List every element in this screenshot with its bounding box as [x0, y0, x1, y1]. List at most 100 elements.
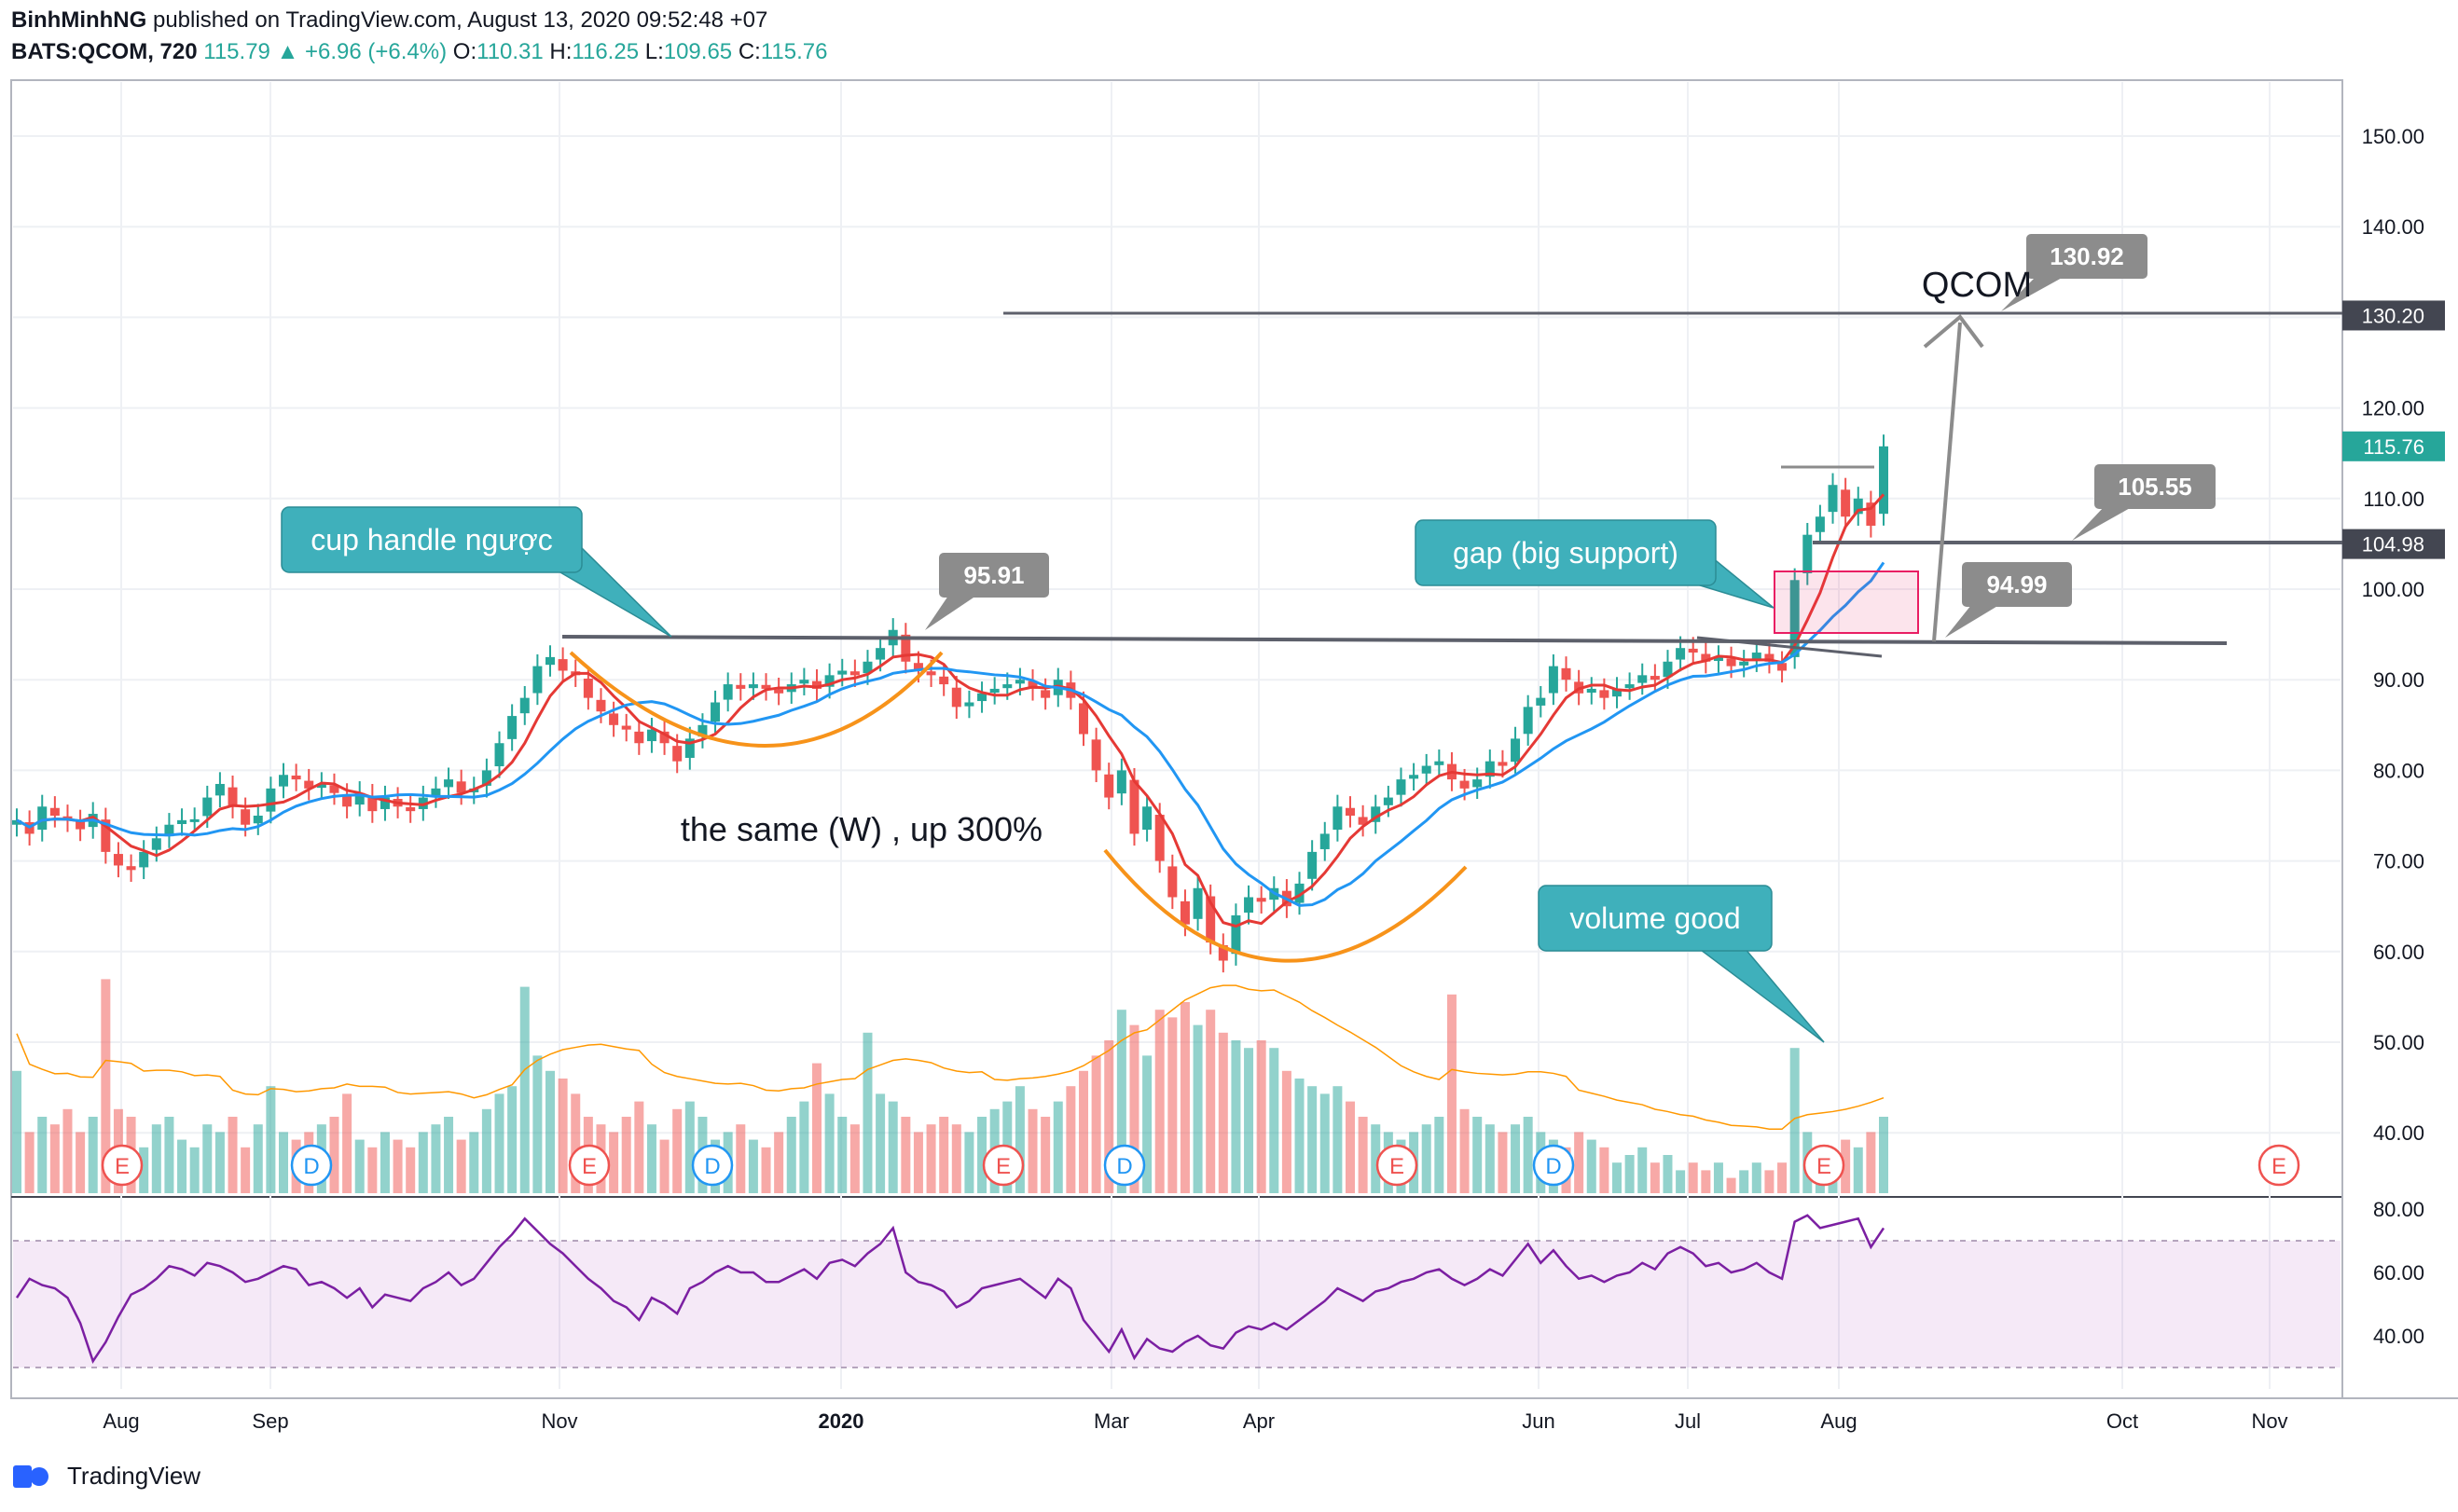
volume-bar	[1764, 1170, 1774, 1193]
candle-body	[139, 851, 149, 868]
time-tick-label: Jun	[1522, 1409, 1554, 1433]
price-tick-label: 110.00	[2363, 488, 2424, 511]
candle-body	[1637, 675, 1648, 683]
volume-bar	[1281, 1070, 1291, 1193]
candle-body	[177, 819, 187, 824]
candle-body	[951, 687, 961, 708]
candle-body	[151, 838, 161, 850]
volume-bar	[49, 1124, 60, 1193]
volume-bar	[1104, 1040, 1114, 1193]
qcom-label: QCOM	[1922, 266, 2032, 305]
candle-body	[596, 699, 606, 712]
candle-body	[1536, 697, 1546, 706]
candle-body	[964, 702, 974, 707]
candle-body	[774, 689, 784, 694]
volume-bar	[1688, 1162, 1698, 1193]
dividend-marker: D	[290, 1144, 333, 1187]
earnings-letter: E	[1816, 1154, 1831, 1179]
volume-bar	[1434, 1117, 1444, 1193]
price-tick-label: 70.00	[2373, 850, 2424, 873]
candle-body	[126, 866, 136, 871]
candle-body	[799, 680, 809, 684]
volume-bar	[494, 1093, 504, 1193]
volume-bar	[1789, 1048, 1800, 1193]
volume-bar	[532, 1055, 543, 1193]
volume-bar	[748, 1139, 758, 1193]
label-130-92-box	[2026, 234, 2147, 279]
candle-body	[1523, 707, 1533, 735]
dividend-marker: D	[1103, 1144, 1146, 1187]
candle-body	[1231, 914, 1241, 955]
dividend-letter: D	[303, 1154, 319, 1179]
volume-bar	[177, 1139, 187, 1193]
callout-volume-box	[1538, 885, 1773, 952]
tradingview-logo[interactable]: TradingView	[11, 1462, 200, 1491]
candle-body	[1498, 762, 1508, 766]
candle-body	[1676, 648, 1686, 660]
volume-bar	[774, 1132, 784, 1193]
volume-bar	[1586, 1139, 1596, 1193]
volume-bar	[1193, 1024, 1203, 1193]
dividend-marker: D	[691, 1144, 734, 1187]
volume-bar	[1777, 1162, 1788, 1193]
low-value: 109.65	[663, 39, 733, 64]
price-tick-label: 80.00	[2373, 759, 2424, 782]
volume-bar	[849, 1124, 860, 1193]
author-name[interactable]: BinhMinhNG	[11, 7, 147, 33]
candle-body	[1802, 534, 1813, 573]
neckline	[561, 635, 2228, 645]
rsi-line	[15, 1214, 1885, 1365]
dividend-circle	[691, 1144, 734, 1187]
tradingview-brand: TradingView	[67, 1462, 201, 1490]
candle-body	[1409, 775, 1419, 779]
candle-body	[1333, 806, 1343, 831]
volume-bar	[241, 1147, 251, 1193]
candle-body	[228, 787, 238, 807]
candle-body	[532, 666, 543, 694]
candle-body	[1459, 780, 1470, 789]
candle-body	[1421, 765, 1431, 774]
candle-body	[723, 684, 733, 700]
label-94-99-pointer	[1945, 605, 1999, 638]
volume-bar	[1154, 1010, 1165, 1193]
w-pattern-note: the same (W) , up 300%	[681, 810, 1043, 848]
label-95-91: 95.91	[925, 553, 1049, 630]
volume-bar	[558, 1079, 568, 1193]
volume-bar	[863, 1032, 873, 1193]
volume-bar	[253, 1124, 263, 1193]
volume-bar	[1879, 1117, 1888, 1193]
candle-body	[939, 676, 949, 685]
candle-body	[1739, 661, 1749, 666]
candle-body	[711, 702, 721, 722]
volume-bar	[1333, 1086, 1343, 1193]
volume-bar	[1421, 1124, 1431, 1193]
volume-bar	[367, 1147, 378, 1193]
volume-bar	[329, 1117, 339, 1193]
volume-bar	[431, 1124, 441, 1193]
candle-body	[1841, 489, 1851, 517]
candle-body	[1726, 658, 1736, 667]
time-tick-label: Sep	[252, 1409, 288, 1433]
candle-body	[1091, 739, 1101, 771]
earnings-circle	[982, 1144, 1025, 1187]
candle-body	[1028, 680, 1038, 689]
time-tick-label: Apr	[1243, 1409, 1275, 1433]
volume-bar	[1218, 1032, 1228, 1193]
candle-body	[1256, 898, 1266, 902]
candle-body	[279, 775, 288, 787]
volume-bar	[1650, 1162, 1660, 1193]
callout-volume: volume good	[1538, 885, 1825, 1043]
volume-bar	[812, 1063, 822, 1193]
volume-bar	[684, 1101, 695, 1193]
volume-bar	[1511, 1124, 1521, 1193]
candle-body	[49, 807, 60, 816]
candle-body	[304, 780, 314, 789]
volume-bar	[545, 1070, 555, 1193]
price-change: +6.96 (+6.4%)	[305, 39, 448, 64]
time-tick-label: Aug	[103, 1409, 139, 1433]
candle-body	[672, 746, 683, 762]
cup-arc-2	[1103, 848, 1468, 963]
candle-body	[266, 788, 276, 812]
callout-gap-box	[1415, 519, 1717, 586]
